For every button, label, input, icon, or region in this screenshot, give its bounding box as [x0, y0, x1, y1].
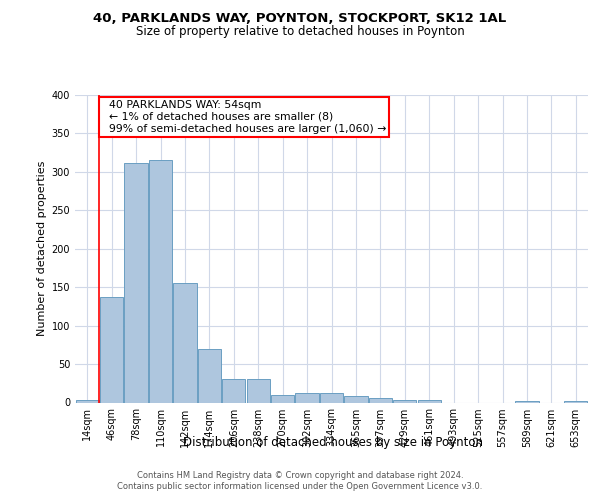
Bar [295, 392, 319, 402]
Bar [124, 164, 148, 402]
Text: 40 PARKLANDS WAY: 54sqm
  ← 1% of detached houses are smaller (8)
  99% of semi-: 40 PARKLANDS WAY: 54sqm ← 1% of detached… [102, 100, 386, 134]
Bar [393, 400, 416, 402]
Text: Contains public sector information licensed under the Open Government Licence v3: Contains public sector information licen… [118, 482, 482, 491]
Bar [369, 398, 392, 402]
Bar [515, 401, 539, 402]
Text: Contains HM Land Registry data © Crown copyright and database right 2024.: Contains HM Land Registry data © Crown c… [137, 471, 463, 480]
Y-axis label: Number of detached properties: Number of detached properties [37, 161, 47, 336]
Text: 40, PARKLANDS WAY, POYNTON, STOCKPORT, SK12 1AL: 40, PARKLANDS WAY, POYNTON, STOCKPORT, S… [94, 12, 506, 26]
Bar [149, 160, 172, 402]
Bar [247, 378, 270, 402]
Bar [271, 395, 294, 402]
Bar [198, 348, 221, 403]
Bar [173, 284, 197, 403]
Bar [76, 400, 99, 402]
Bar [564, 401, 587, 402]
Bar [344, 396, 368, 402]
Bar [418, 400, 441, 402]
Bar [320, 392, 343, 402]
Text: Distribution of detached houses by size in Poynton: Distribution of detached houses by size … [183, 436, 483, 449]
Bar [222, 378, 245, 402]
Bar [100, 297, 123, 403]
Text: Size of property relative to detached houses in Poynton: Size of property relative to detached ho… [136, 25, 464, 38]
